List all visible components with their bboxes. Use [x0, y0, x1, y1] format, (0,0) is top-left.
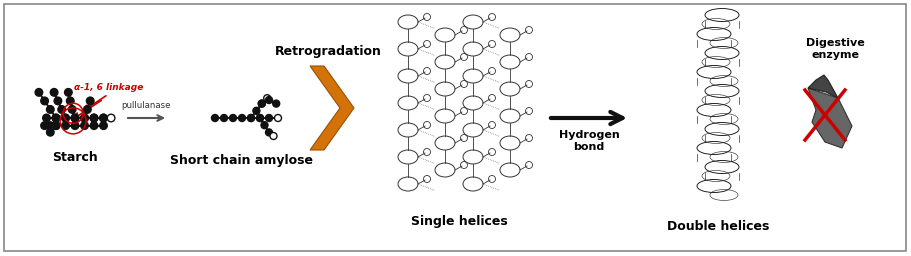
Circle shape: [71, 114, 78, 122]
Circle shape: [230, 114, 237, 122]
Circle shape: [71, 122, 78, 129]
Circle shape: [52, 114, 60, 122]
Circle shape: [46, 122, 54, 129]
Circle shape: [68, 106, 76, 113]
Circle shape: [259, 100, 265, 107]
Circle shape: [54, 97, 62, 105]
Circle shape: [52, 114, 60, 122]
Circle shape: [99, 114, 107, 122]
Circle shape: [46, 129, 54, 136]
Circle shape: [90, 114, 97, 122]
Circle shape: [87, 97, 94, 105]
Circle shape: [52, 122, 60, 129]
Circle shape: [81, 114, 88, 122]
Circle shape: [261, 122, 268, 129]
Circle shape: [257, 114, 263, 122]
Circle shape: [265, 129, 272, 136]
Circle shape: [253, 107, 260, 114]
Text: α-1, 6 linkage: α-1, 6 linkage: [74, 83, 143, 92]
Circle shape: [220, 114, 228, 122]
Circle shape: [58, 106, 66, 113]
Circle shape: [99, 114, 107, 122]
Circle shape: [274, 114, 281, 122]
Circle shape: [248, 114, 254, 122]
Text: Single helices: Single helices: [411, 215, 507, 228]
Text: pullulanase: pullulanase: [121, 101, 170, 110]
Circle shape: [46, 106, 54, 113]
Circle shape: [62, 122, 69, 129]
Circle shape: [41, 122, 48, 129]
Circle shape: [107, 114, 115, 122]
Text: Digestive
enzyme: Digestive enzyme: [805, 38, 865, 60]
Circle shape: [90, 114, 97, 122]
Circle shape: [52, 122, 60, 129]
Circle shape: [50, 89, 58, 96]
Circle shape: [272, 100, 280, 107]
Circle shape: [259, 100, 265, 107]
Text: Retrogradation: Retrogradation: [274, 45, 382, 58]
Circle shape: [81, 114, 88, 122]
Text: Double helices: Double helices: [667, 220, 769, 233]
Circle shape: [41, 97, 48, 105]
Text: Starch: Starch: [52, 151, 97, 164]
Polygon shape: [808, 75, 838, 98]
Circle shape: [90, 122, 97, 129]
Circle shape: [81, 122, 88, 129]
Circle shape: [99, 122, 107, 129]
Polygon shape: [808, 88, 852, 148]
Polygon shape: [310, 66, 354, 150]
Text: Short chain amylose: Short chain amylose: [170, 154, 313, 167]
Circle shape: [43, 114, 50, 122]
Circle shape: [263, 95, 271, 102]
Circle shape: [270, 133, 277, 140]
Circle shape: [211, 114, 219, 122]
Circle shape: [248, 114, 254, 122]
Circle shape: [36, 89, 43, 96]
Circle shape: [265, 114, 272, 122]
Circle shape: [265, 97, 272, 103]
Circle shape: [62, 114, 69, 122]
Circle shape: [71, 114, 78, 122]
Circle shape: [239, 114, 245, 122]
Circle shape: [67, 97, 74, 105]
Circle shape: [84, 106, 91, 113]
Circle shape: [62, 114, 69, 122]
Circle shape: [65, 89, 72, 96]
Text: Hydrogen
bond: Hydrogen bond: [558, 130, 619, 152]
Circle shape: [257, 114, 263, 122]
